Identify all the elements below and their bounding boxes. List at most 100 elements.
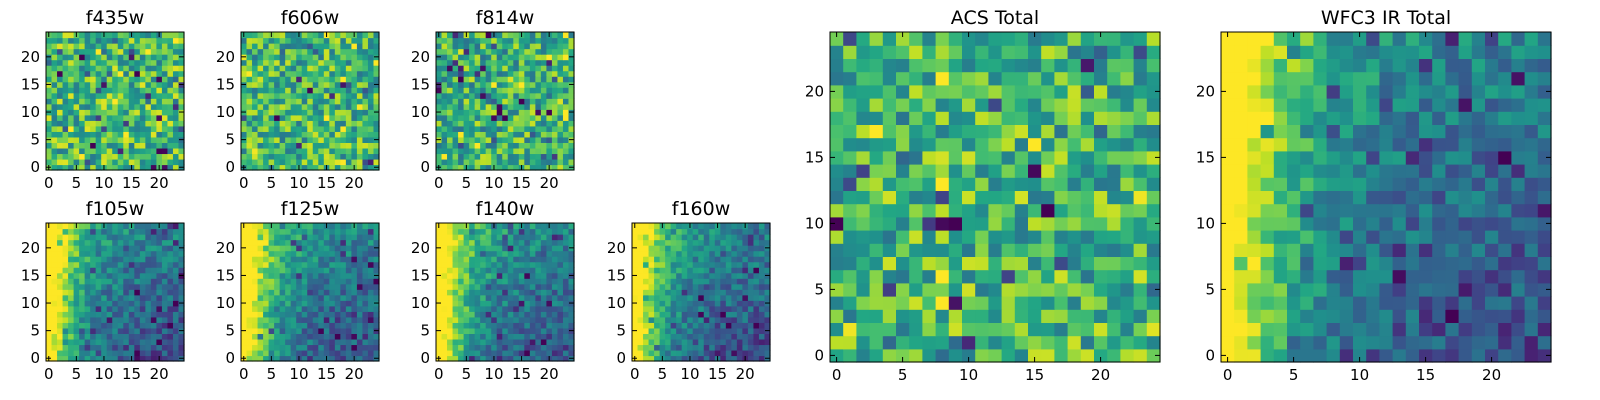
heatmap-cell	[687, 245, 694, 252]
heatmap-cell	[988, 282, 1003, 297]
heatmap-cell	[79, 147, 86, 155]
heatmap-cell	[367, 120, 375, 127]
heatmap-cell	[742, 294, 749, 301]
heatmap-cell	[351, 311, 358, 318]
heatmap-cell	[458, 256, 465, 263]
heatmap-cell	[830, 230, 844, 244]
heatmap-cell	[263, 316, 270, 323]
heatmap-cell	[46, 92, 53, 99]
heatmap-cell	[720, 322, 727, 329]
heatmap-cell	[551, 245, 559, 252]
heatmap-cell	[73, 283, 80, 290]
heatmap-cell	[134, 278, 141, 285]
heatmap-cell	[948, 309, 963, 323]
heatmap-cell	[659, 311, 666, 318]
heatmap-cell	[709, 349, 716, 357]
heatmap-cell	[463, 131, 470, 138]
heatmap-cell	[68, 59, 75, 66]
heatmap-cell	[84, 164, 91, 171]
heatmap-cell	[57, 103, 64, 110]
heatmap-cell	[441, 338, 448, 346]
heatmap-cell	[648, 239, 655, 246]
heatmap-cell	[447, 131, 454, 138]
heatmap-cell	[485, 289, 492, 296]
heatmap-cell	[540, 294, 547, 301]
heatmap-cell	[856, 348, 871, 363]
heatmap-cell	[469, 59, 476, 66]
heatmap-cell	[1094, 177, 1108, 191]
heatmap-cell	[1054, 203, 1069, 218]
heatmap-cell	[524, 65, 531, 72]
heatmap-cell	[145, 142, 152, 149]
heatmap-cell	[117, 223, 124, 230]
heatmap-cell	[279, 333, 286, 340]
heatmap-cell	[246, 344, 253, 351]
heatmap-cell	[507, 125, 514, 132]
heatmap-cell	[90, 278, 97, 285]
heatmap-cell	[329, 147, 336, 155]
heatmap-cell	[356, 43, 364, 50]
heatmap-cell	[643, 294, 650, 301]
heatmap-cell	[513, 103, 520, 110]
heatmap-cell	[507, 65, 514, 72]
heatmap-cell	[285, 300, 292, 307]
heatmap-cell	[156, 48, 163, 55]
heatmap-cell	[246, 98, 253, 105]
heatmap-cell	[529, 223, 536, 230]
heatmap-cell	[447, 333, 454, 340]
heatmap-cell	[351, 234, 358, 241]
heatmap-cell	[648, 349, 655, 357]
heatmap-cell	[145, 32, 152, 39]
y-tick-label: 0	[420, 158, 430, 176]
heatmap-cell	[257, 234, 264, 241]
heatmap-cell	[698, 228, 705, 235]
heatmap-cell	[474, 98, 481, 105]
heatmap-cell	[452, 234, 459, 241]
heatmap-cell	[540, 261, 547, 268]
heatmap-cell	[830, 335, 844, 350]
heatmap-cell	[496, 349, 503, 357]
heatmap-cell	[373, 305, 380, 312]
heatmap-cell	[312, 109, 319, 116]
heatmap-cell	[323, 333, 330, 340]
heatmap-cell	[648, 245, 655, 252]
heatmap-cell	[480, 245, 487, 252]
heatmap-cell	[935, 282, 950, 297]
heatmap-cell	[714, 300, 721, 307]
heatmap-cell	[329, 114, 336, 121]
heatmap-cell	[753, 267, 760, 274]
heatmap-cell	[507, 338, 514, 346]
heatmap-cell	[447, 228, 454, 235]
heatmap-cell	[263, 48, 270, 55]
heatmap-cell	[90, 250, 97, 257]
heatmap-cell	[962, 190, 976, 205]
heatmap-cell	[123, 37, 130, 44]
heatmap-cell	[502, 120, 509, 127]
heatmap-cell	[632, 256, 639, 263]
heatmap-cell	[373, 256, 380, 263]
heatmap-cell	[513, 234, 520, 241]
heatmap-cell	[329, 65, 336, 72]
heatmap-cell	[551, 76, 559, 83]
heatmap-cell	[252, 316, 259, 323]
heatmap-cell	[46, 239, 53, 246]
heatmap-cell	[101, 70, 108, 77]
heatmap-cell	[557, 327, 564, 334]
heatmap-cell	[698, 256, 705, 263]
heatmap-cell	[441, 32, 448, 39]
heatmap-cell	[474, 305, 481, 312]
heatmap-cell	[485, 92, 492, 99]
heatmap-cell	[46, 256, 53, 263]
heatmap-cell	[676, 278, 683, 285]
heatmap-cell	[68, 109, 75, 116]
heatmap-cell	[274, 349, 281, 357]
heatmap-cell	[73, 294, 80, 301]
heatmap-cell	[178, 344, 185, 351]
heatmap-cell	[747, 311, 755, 318]
heatmap-cell	[246, 59, 253, 66]
heatmap-cell	[681, 289, 688, 296]
heatmap-cell	[318, 43, 325, 50]
heatmap-cell	[178, 37, 185, 44]
heatmap-cell	[643, 272, 650, 279]
